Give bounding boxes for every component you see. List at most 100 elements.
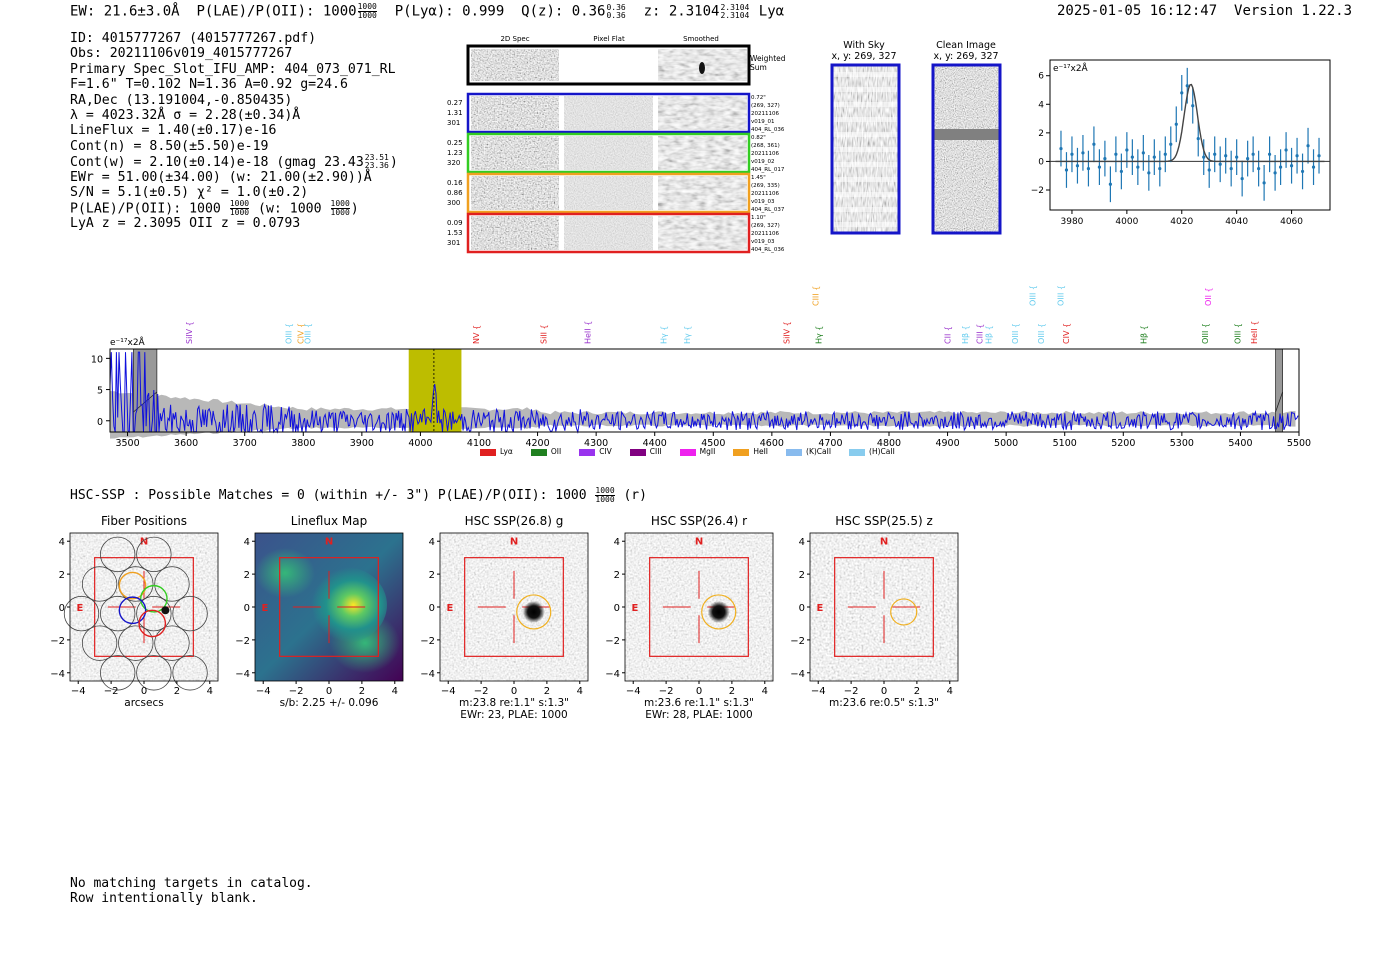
legend-swatch [786, 448, 803, 456]
hsc-caption: arcsecs [124, 697, 163, 709]
plae-hi: 1000 [357, 2, 377, 12]
zoom-point [1180, 91, 1184, 95]
zoom-point [1064, 168, 1069, 172]
zoom-point [1185, 84, 1189, 88]
zoom-frame [1049, 59, 1331, 211]
gmag-lo: 23.36 [364, 161, 389, 171]
cutout-right-label: 404_RL_036 [751, 127, 785, 133]
emission-line-label: OIII { [1037, 323, 1046, 344]
cutout-left-label: 0.86 [447, 189, 463, 197]
hsc-ytick-label: 2 [799, 570, 805, 581]
cutout-rows: 0.27 1.31 301 0.72" (269, 327) 20211106 v019_0… [447, 92, 785, 254]
zoom-point [1158, 166, 1162, 171]
cutout-right-label: (269, 327) [751, 223, 780, 229]
legend-swatch [629, 448, 646, 456]
legend-item: HeII [733, 447, 768, 456]
fiber-orange [118, 571, 147, 600]
legend-item: Lyα [480, 447, 513, 456]
cutout-flat [564, 216, 653, 250]
hsc-ytick-label: 0 [429, 603, 435, 614]
sum-label: Sum [750, 63, 767, 72]
hsc-ytick-label: 2 [244, 570, 250, 581]
hsc-panel: Lineflux Map N E −4 −2 0 2 4 4 2 0 −2 −4 s/b: 2.25 +/… [235, 514, 404, 709]
qz-label: Q(z): 0.36 [521, 3, 606, 20]
zoom-point [1284, 148, 1288, 152]
east-label: E [446, 603, 453, 614]
hsc-image [625, 533, 773, 681]
cutout-right-label: v019_03 [751, 239, 775, 245]
zoom-point [1229, 166, 1233, 171]
zoom-spectrum: e⁻¹⁷x2Å 3980 4000 4020 4040 4060 6 4 2 0 −2 [1031, 59, 1331, 227]
zoom-fit-line [1055, 83, 1325, 163]
hsc-ytick-label: −2 [50, 636, 65, 647]
hsc-ytick-label: 2 [429, 570, 435, 581]
zoom-xtick-label: 4060 [1280, 217, 1303, 227]
zoom-xtick-label: 4040 [1225, 217, 1248, 227]
hsc-ytick-label: −2 [420, 636, 435, 647]
spec-xtick-label: 4600 [760, 438, 784, 449]
zoom-ytick-label: 2 [1038, 129, 1044, 139]
legend-label: MgII [699, 447, 716, 456]
hsc-ytick-label: 4 [244, 537, 250, 548]
hsc-panel-title: HSC SSP(26.8) g [465, 514, 564, 528]
cutout-row: 0.27 1.31 301 0.72" (269, 327) 20211106 v019_0… [447, 92, 785, 134]
legend-swatch [849, 448, 866, 456]
zoom-point [1059, 146, 1063, 151]
zoom-xtick-label: 3980 [1061, 217, 1084, 227]
hsc-xtick-label: 2 [544, 686, 550, 697]
plae-w-hi: 1000 [330, 199, 350, 210]
search-box [834, 557, 934, 657]
cutout-row: 0.16 0.86 300 1.45" (269, 335) 20211106 v019_0… [447, 172, 785, 214]
spec-xtick-label: 3700 [233, 438, 257, 449]
zoom-point [1257, 166, 1261, 171]
hsc-xtick-label: 4 [392, 686, 398, 697]
hsc-xtick-label: 4 [577, 686, 583, 697]
legend-label: HeII [753, 447, 769, 456]
fiber-circle [81, 566, 118, 602]
cutout-smooth [658, 136, 747, 170]
spec-xtick-label: 3900 [350, 438, 374, 449]
emission-line-label: OII { [1204, 287, 1213, 306]
qz-hi: 0.36 [606, 2, 626, 12]
search-box [279, 557, 379, 657]
hsc-image [440, 533, 588, 681]
emission-line-label: CIV { [1062, 323, 1071, 344]
aperture-circle [516, 594, 552, 630]
cutout-right-label: 0.72" [751, 95, 766, 101]
zoom-point [1097, 165, 1102, 169]
hsc-caption2: EWr: 28, PLAE: 1000 [645, 709, 752, 721]
footer-line1: No matching targets in catalog. [70, 876, 313, 891]
legend-label: (H)CaII [869, 447, 895, 456]
emission-line-label: Hγ { [683, 326, 692, 344]
zoom-point [1119, 169, 1123, 174]
cutout-2d [471, 96, 559, 130]
cutout-left-label: 1.23 [447, 149, 463, 157]
emission-line-label: CIII { [812, 286, 821, 306]
spectrum-unit-label: e⁻¹⁷x2Å [110, 336, 146, 348]
full-spectrum: e⁻¹⁷x2Å 3500 3600 3700 3800 3900 4000 4100 4200 4… [91, 285, 1311, 449]
cutout-left-label: 301 [447, 239, 460, 247]
cutout-smooth [658, 176, 747, 210]
detection-info: ID: 4015777267 (4015777267.pdf) Obs: 202… [70, 31, 398, 231]
hsc-image [810, 533, 958, 681]
hsc-xtick-label: 0 [141, 686, 147, 697]
cutout-row: 0.09 1.53 301 1.10" (269, 327) 20211106 v019_0… [447, 212, 785, 254]
legend-item: CIII [629, 447, 662, 456]
fiber-green [140, 584, 168, 613]
emission-line-label: OIII { [1028, 285, 1037, 306]
hsc-ytick-label: 4 [614, 537, 620, 548]
hsc-ytick-label: 4 [429, 537, 435, 548]
weighted-sum-row: Weighted Sum [466, 44, 786, 86]
hsc-xtick-label: 4 [762, 686, 768, 697]
source-dot [161, 606, 170, 615]
search-box [94, 557, 194, 657]
search-box [649, 557, 749, 657]
zoom-point [1202, 155, 1206, 159]
legend-item: CIV [579, 447, 612, 456]
zoom-xtick-label: 4000 [1115, 217, 1138, 227]
info-params: F=1.6" T=0.102 N=1.36 A=0.92 g=24.6 [70, 77, 348, 93]
hsc-xtick-label: 0 [881, 686, 887, 697]
spec-xtick-label: 5500 [1287, 438, 1311, 449]
plae-text: P(LAE)/P(OII): 1000 [70, 201, 221, 217]
zoom-point [1235, 155, 1239, 159]
